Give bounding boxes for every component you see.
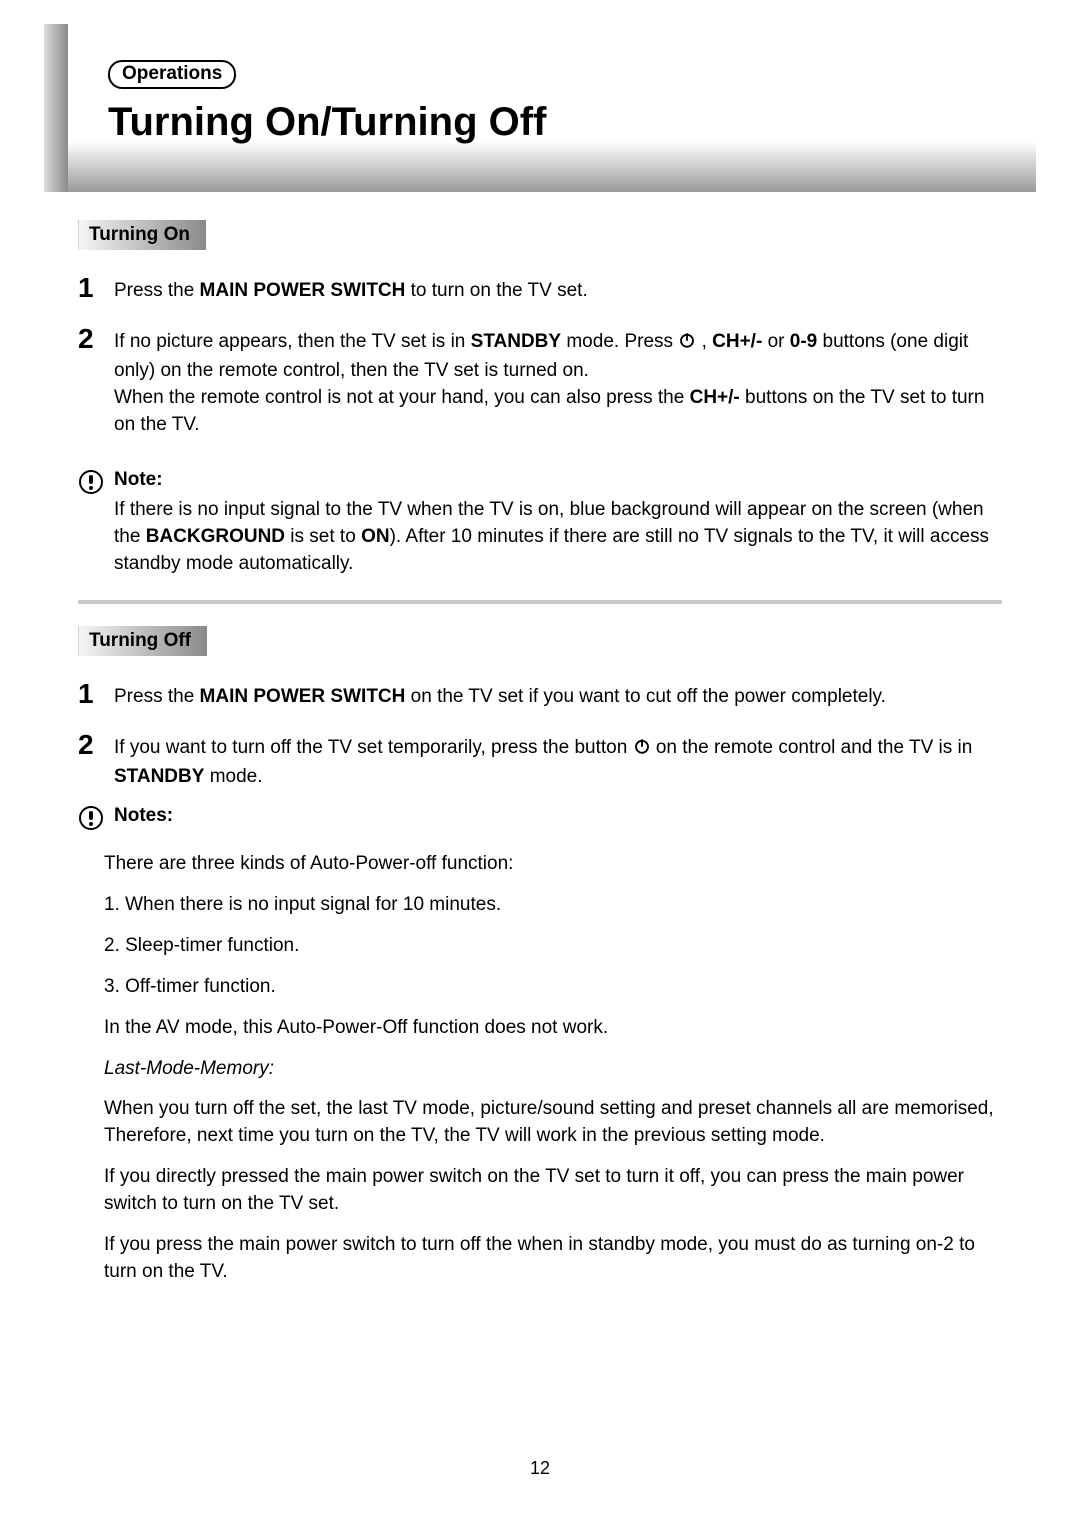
text: on the remote control and the TV is in: [651, 737, 973, 758]
note-label: Note:: [114, 469, 1002, 491]
notes-intro: There are three kinds of Auto-Power-off …: [104, 851, 1002, 878]
note-body: Notes:: [114, 805, 1002, 833]
notes-item-2: 2. Sleep-timer function.: [104, 933, 1002, 960]
header-banner: Operations Turning On/Turning Off: [68, 24, 1036, 192]
text: Press the: [114, 686, 200, 707]
text: If no picture appears, then the TV set i…: [114, 331, 471, 352]
text: ,: [696, 331, 712, 352]
step-text: Press the MAIN POWER SWITCH on the TV se…: [114, 678, 886, 711]
category-pill: Operations: [108, 60, 236, 89]
step-number: 1: [78, 272, 114, 302]
text: If you want to turn off the TV set tempo…: [114, 737, 633, 758]
step-text: If you want to turn off the TV set tempo…: [114, 729, 1002, 791]
notes-item-1: 1. When there is no input signal for 10 …: [104, 892, 1002, 919]
text-bold: CH+/-: [712, 331, 762, 352]
text-bold: BACKGROUND: [146, 526, 285, 547]
text-bold: MAIN POWER SWITCH: [200, 280, 406, 301]
notes-block-off: Notes:: [78, 805, 1002, 833]
note-block-on: Note: If there is no input signal to the…: [78, 469, 1002, 578]
text: mode. Press: [561, 331, 678, 352]
text: is set to: [285, 526, 361, 547]
power-icon: [678, 331, 696, 358]
power-icon: [633, 737, 651, 764]
text: mode.: [204, 766, 262, 787]
text: Press the: [114, 280, 200, 301]
step-off-1: 1 Press the MAIN POWER SWITCH on the TV …: [78, 678, 1002, 711]
section-divider: [78, 600, 1002, 604]
text-bold: CH+/-: [690, 387, 740, 408]
text: to turn on the TV set.: [405, 280, 587, 301]
notes-item-3: 3. Off-timer function.: [104, 974, 1002, 1001]
exclaim-icon: [78, 469, 114, 495]
note-text: If there is no input signal to the TV wh…: [114, 497, 1002, 578]
section-badge-on: Turning On: [78, 220, 206, 250]
text: or: [762, 331, 789, 352]
step-on-2: 2 If no picture appears, then the TV set…: [78, 323, 1002, 439]
step-text: Press the MAIN POWER SWITCH to turn on t…: [114, 272, 588, 305]
note-body: Note: If there is no input signal to the…: [114, 469, 1002, 578]
notes-av: In the AV mode, this Auto-Power-Off func…: [104, 1015, 1002, 1042]
last-mode-memory-p1: When you turn off the set, the last TV m…: [104, 1096, 1002, 1150]
text: When the remote control is not at your h…: [114, 387, 690, 408]
text-bold: ON: [361, 526, 390, 547]
step-number: 2: [78, 729, 114, 759]
exclaim-icon: [78, 805, 114, 831]
text: on the TV set if you want to cut off the…: [405, 686, 886, 707]
step-number: 2: [78, 323, 114, 353]
page-content: Turning On 1 Press the MAIN POWER SWITCH…: [78, 220, 1002, 1300]
section-badge-off: Turning Off: [78, 626, 207, 656]
last-mode-memory-title: Last-Mode-Memory:: [104, 1056, 1002, 1083]
step-off-2: 2 If you want to turn off the TV set tem…: [78, 729, 1002, 791]
notes-label: Notes:: [114, 805, 1002, 827]
text-bold: 0-9: [790, 331, 817, 352]
notes-list: There are three kinds of Auto-Power-off …: [78, 851, 1002, 1287]
page-title: Turning On/Turning Off: [108, 100, 546, 145]
step-on-1: 1 Press the MAIN POWER SWITCH to turn on…: [78, 272, 1002, 305]
text-bold: MAIN POWER SWITCH: [200, 686, 406, 707]
text-bold: STANDBY: [471, 331, 561, 352]
step-number: 1: [78, 678, 114, 708]
last-mode-memory-p2: If you directly pressed the main power s…: [104, 1164, 1002, 1218]
page-number: 12: [0, 1458, 1080, 1479]
text-bold: STANDBY: [114, 766, 204, 787]
left-tab: [44, 24, 68, 192]
step-text: If no picture appears, then the TV set i…: [114, 323, 1002, 439]
last-mode-memory-p3: If you press the main power switch to tu…: [104, 1232, 1002, 1286]
